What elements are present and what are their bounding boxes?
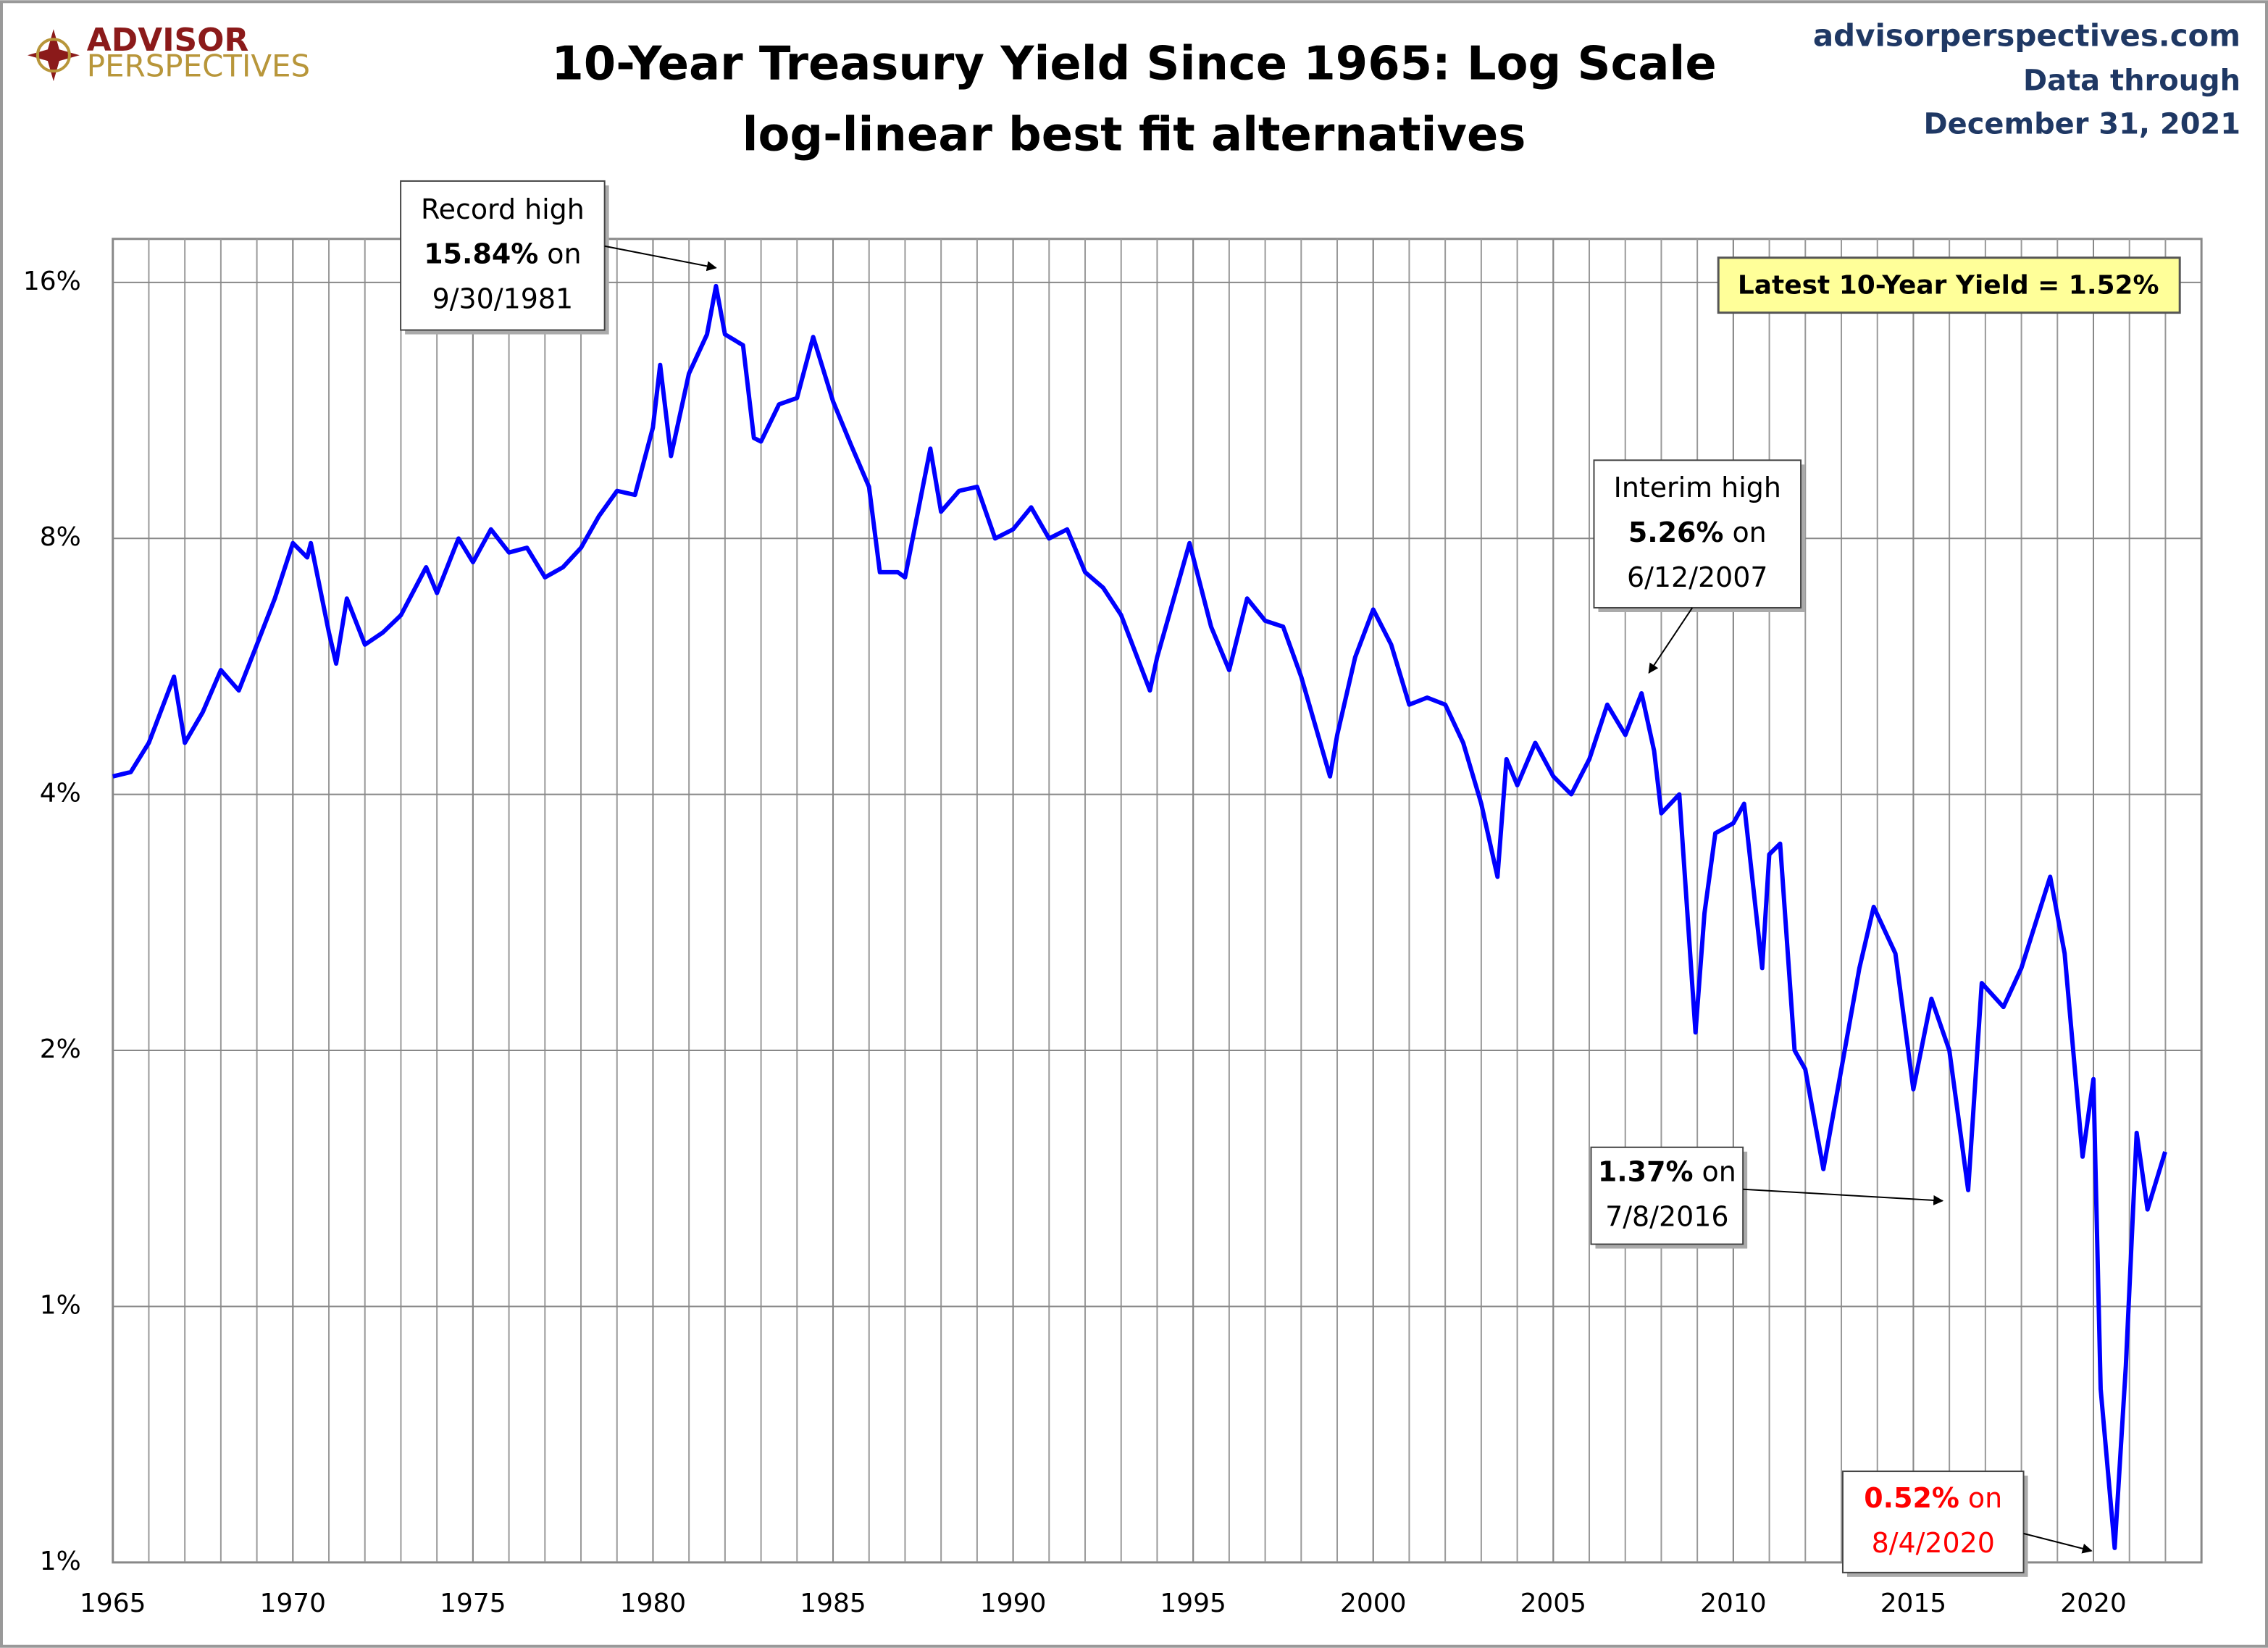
annotation-text: 9/30/1981 [432,283,573,314]
annotation-text: 8/4/2020 [1872,1526,1995,1558]
annotation: 1.37% on [1598,1155,1736,1187]
x-tick-label: 2020 [2060,1589,2126,1618]
logo-star [27,29,80,82]
annotation: 7/8/2016 [1605,1200,1728,1232]
annotation-arrow [1648,607,1694,674]
x-tick-label: 1995 [1160,1589,1226,1618]
x-tick-label: 1990 [980,1589,1046,1618]
annotation-text: Interim high [1614,472,1781,503]
annotation-text: 15.84% [424,238,538,269]
annotation-arrow [604,245,717,272]
annotation: 6/12/2007 [1627,561,1767,593]
logo-text: ADVISOR [87,22,249,59]
annotation-text: 1.37% [1598,1155,1694,1187]
annotation-box [1841,1471,2025,1573]
annotation: 5.26% on [1628,516,1767,548]
annotation-box [400,180,606,331]
source: advisorperspectives.com [1813,18,2240,54]
annotation-text: on [1959,1482,2002,1514]
x-tick-label: 2005 [1520,1589,1586,1618]
x-tick-label: 1970 [260,1589,326,1618]
y-tick-label: 2% [40,1034,81,1064]
x-tick-label: 2010 [1700,1589,1766,1618]
annotation-text: 5.26% [1628,516,1724,548]
x-tick-label: 1985 [800,1589,866,1618]
annotation-text: on [1723,516,1766,548]
annotation-text: 0.52% [1864,1482,1959,1514]
annotation-arrow [2023,1532,2093,1554]
callout-box [1717,256,2181,314]
y-tick-label: 8% [40,522,81,552]
x-tick-label: 2015 [1880,1589,1946,1618]
chart-subtitle: log-linear best fit alternatives [742,109,1526,162]
y-tick-label: 1% [40,1547,81,1576]
x-tick-label: 1980 [620,1589,686,1618]
annotation-box [1593,459,1802,608]
x-tick-label: 2000 [1340,1589,1406,1618]
annotation-arrow [1743,1188,1944,1205]
logo-ring [35,38,71,73]
source: December 31, 2021 [1924,108,2241,141]
annotation-text: on [1693,1155,1736,1187]
line [112,283,2167,1550]
annotation: 15.84% on [424,238,581,269]
chart-title: 10-Year Treasury Yield Since 1965: Log S… [551,38,1716,91]
annotation: 8/4/2020 [1872,1526,1995,1558]
y-tick-label: 1% [40,1290,81,1320]
annotation: 9/30/1981 [432,283,573,314]
annotation-text: 6/12/2007 [1627,561,1767,593]
x-tick-label: 1965 [80,1589,146,1618]
logo-text: PERSPECTIVES [87,49,310,84]
annotation: Interim high [1614,472,1781,503]
annotation-text: 7/8/2016 [1605,1200,1728,1232]
annotation-text: Record high [421,193,585,225]
annotation: 0.52% on [1864,1482,2002,1514]
annotation: Record high [421,193,585,225]
y-tick-label: 16% [23,267,81,296]
source: Data through [2023,64,2240,98]
y-tick-label: 4% [40,779,81,808]
annotation-text: on [538,238,581,269]
annotation-box [1590,1146,1744,1245]
x-tick-label: 1975 [440,1589,506,1618]
logo: ADVISOR PERSPECTIVES [27,22,310,84]
callout: Latest 10-Year Yield = 1.52% [1738,271,2159,301]
